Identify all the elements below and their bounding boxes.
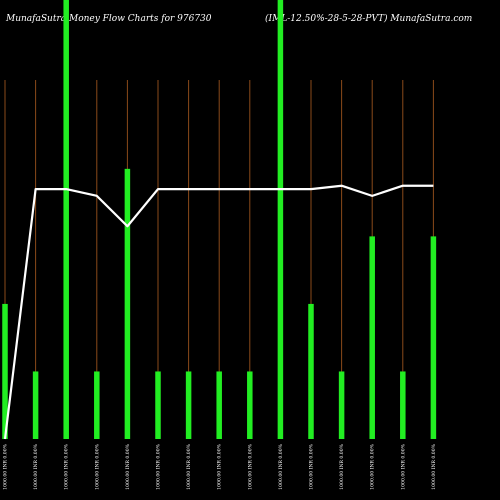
volume-bar-9 — [247, 371, 253, 439]
volume-bar-7 — [185, 371, 192, 439]
x-tick-label-8: 1000.00 INR 0.00% — [217, 443, 223, 489]
x-tick-label-4: 1000.00 INR 0.00% — [94, 443, 100, 489]
x-tick-label-6: 1000.00 INR 0.00% — [156, 443, 162, 489]
volume-bar-15 — [430, 236, 437, 439]
volume-bar-5 — [124, 168, 131, 439]
x-tick-label-11: 1000.00 INR 0.00% — [309, 443, 315, 489]
x-tick-label-5: 1000.00 INR 0.00% — [125, 443, 131, 489]
volume-bar-13 — [369, 236, 375, 439]
x-tick-label-10: 1000.00 INR 0.00% — [278, 443, 284, 489]
volume-bar-10 — [277, 0, 284, 439]
volume-bar-4 — [94, 371, 100, 439]
x-tick-label-9: 1000.00 INR 0.00% — [247, 443, 253, 489]
x-tick-label-1: 1000.00 INR 0.00% — [3, 443, 9, 489]
volume-bars — [2, 0, 437, 439]
chart-title-right: (IML-12.50%-28-5-28-PVT) MunafaSutra.com — [265, 13, 472, 24]
volume-bar-8 — [216, 371, 222, 439]
x-tick-label-3: 1000.00 INR 0.00% — [64, 443, 70, 489]
money-flow-polyline — [3, 184, 434, 440]
x-tick-label-12: 1000.00 INR 0.00% — [339, 443, 345, 489]
x-tick-labels: 1000.00 INR 0.00% 1000.00 INR 0.00% 1000.0… — [3, 443, 437, 489]
x-tick-label-15: 1000.00 INR 0.00% — [431, 443, 437, 489]
volume-bar-14 — [400, 371, 406, 439]
x-tick-label-7: 1000.00 INR 0.00% — [186, 443, 192, 489]
volume-bar-1 — [2, 303, 8, 439]
x-tick-label-13: 1000.00 INR 0.00% — [370, 443, 376, 489]
money-flow-line — [3, 184, 434, 440]
x-tick-label-14: 1000.00 INR 0.00% — [400, 443, 406, 489]
chart-title-left: MunafaSutra Money Flow Charts for 976730 — [5, 14, 212, 24]
x-tick-label-2: 1000.00 INR 0.00% — [33, 443, 39, 489]
volume-bar-3 — [63, 0, 69, 439]
volume-bar-12 — [338, 371, 345, 439]
volume-bar-2 — [32, 371, 39, 439]
volume-bar-6 — [155, 371, 161, 439]
volume-bar-11 — [308, 303, 314, 439]
